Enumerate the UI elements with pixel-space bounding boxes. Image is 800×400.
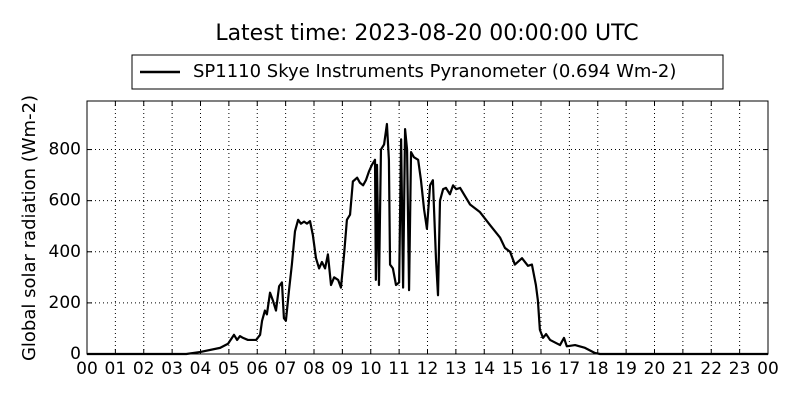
x-tick-label: 08 bbox=[303, 359, 325, 379]
x-tick-label: 17 bbox=[559, 359, 581, 379]
x-tick-label: 01 bbox=[105, 359, 127, 379]
x-tick-label: 06 bbox=[246, 359, 268, 379]
x-tick-label: 00 bbox=[76, 359, 98, 379]
x-tick-label: 15 bbox=[502, 359, 524, 379]
x-tick-label: 23 bbox=[729, 359, 751, 379]
x-tick-label: 13 bbox=[445, 359, 467, 379]
x-tick-label: 12 bbox=[417, 359, 439, 379]
x-tick-label: 02 bbox=[133, 359, 155, 379]
x-tick-label: 14 bbox=[473, 359, 495, 379]
y-tick-label: 600 bbox=[49, 191, 81, 211]
x-tick-label: 16 bbox=[530, 359, 552, 379]
x-tick-label: 22 bbox=[700, 359, 722, 379]
x-tick-label: 05 bbox=[218, 359, 240, 379]
x-tick-label: 04 bbox=[190, 359, 212, 379]
y-tick-label: 200 bbox=[49, 293, 81, 313]
x-tick-label: 10 bbox=[360, 359, 382, 379]
legend-box bbox=[131, 54, 724, 90]
legend-label: SP1110 Skye Instruments Pyranometer (0.6… bbox=[193, 61, 676, 82]
y-tick-label: 400 bbox=[49, 242, 81, 262]
plot-frame bbox=[86, 100, 769, 355]
x-tick-label: 21 bbox=[672, 359, 694, 379]
x-tick-label: 07 bbox=[275, 359, 297, 379]
x-tick-label: 00 bbox=[757, 359, 779, 379]
data-line bbox=[87, 122, 768, 356]
x-tick-label: 11 bbox=[388, 359, 410, 379]
y-tick-label: 0 bbox=[70, 344, 81, 364]
chart-title: Latest time: 2023-08-20 00:00:00 UTC bbox=[215, 21, 638, 46]
x-tick-label: 20 bbox=[644, 359, 666, 379]
y-axis-label: Global solar radiation (Wm-2) bbox=[19, 95, 40, 361]
x-tick-label: 18 bbox=[587, 359, 609, 379]
y-tick-label: 800 bbox=[49, 140, 81, 160]
x-tick-label: 09 bbox=[332, 359, 354, 379]
x-tick-label: 03 bbox=[161, 359, 183, 379]
x-tick-label: 19 bbox=[615, 359, 637, 379]
